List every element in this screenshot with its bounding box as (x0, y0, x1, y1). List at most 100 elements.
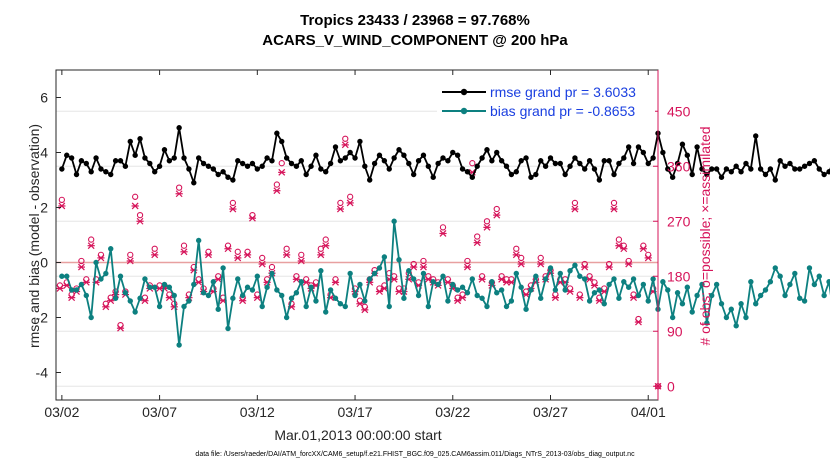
rmse-point (811, 158, 818, 164)
bias-point (200, 290, 207, 296)
rmse-point (464, 169, 471, 175)
rmse-point (772, 177, 778, 183)
bias-point (777, 273, 783, 279)
rmse-point (445, 158, 451, 164)
rmse-point (498, 158, 505, 164)
obs-assimilated-marker (610, 205, 618, 213)
rmse-point (254, 166, 261, 172)
bias-point (64, 273, 70, 279)
rmse-point (367, 177, 373, 183)
obs-assimilated-marker (605, 263, 613, 271)
bias-point (533, 273, 539, 279)
obs-possible-marker (347, 193, 354, 200)
rmse-point (459, 166, 466, 172)
bias-point (528, 287, 534, 293)
rmse-point (572, 155, 578, 161)
rmse-point (797, 166, 803, 172)
obs-assimilated-marker (331, 278, 340, 286)
obs-assimilated-marker (77, 263, 86, 271)
bias-point (816, 273, 822, 279)
y-left-tick-label: 0 (40, 255, 48, 271)
rmse-point (528, 174, 534, 180)
bias-point (699, 281, 705, 288)
rmse-point (274, 130, 280, 136)
obs-assimilated-marker (248, 214, 257, 222)
bias-point (376, 265, 383, 271)
rmse-point (684, 152, 691, 158)
bias-point (704, 320, 710, 326)
y-right-tick-label: 0 (667, 378, 675, 394)
rmse-point (801, 163, 808, 169)
rmse-point (757, 166, 764, 172)
legend-rmse-marker (460, 88, 468, 96)
rmse-point (518, 158, 524, 164)
bias-point (244, 284, 251, 290)
y-right-tick-label: 360 (667, 158, 691, 174)
y-right-tick-label: 270 (667, 213, 691, 229)
rmse-point (577, 160, 583, 167)
rmse-point (718, 174, 725, 180)
obs-assimilated-marker (131, 202, 139, 210)
obs-possible-marker (132, 193, 139, 200)
bias-point (718, 301, 725, 307)
plot-area (56, 70, 658, 400)
rmse-point (596, 177, 603, 183)
obs-assimilated-marker (566, 288, 574, 295)
bias-point (596, 287, 603, 293)
obs-possible-marker (283, 245, 290, 252)
rmse-point (200, 160, 207, 167)
obs-assimilated-marker (346, 199, 354, 207)
bias-point (83, 292, 89, 299)
rmse-point (283, 155, 290, 161)
bias-point (156, 303, 163, 310)
rmse-point (689, 171, 695, 178)
rmse-point (318, 166, 324, 172)
bias-point (567, 268, 573, 274)
rmse-point (117, 158, 124, 164)
data-file-footnote: data file: /Users/raeder/DAI/ATM_forcXX/… (195, 451, 635, 458)
rmse-point (640, 149, 647, 156)
x-axis-label: Mar.01,2013 00:00:00 start (274, 427, 441, 443)
bias-point (137, 295, 143, 301)
obs-assimilated-marker (68, 294, 76, 302)
bias-point (210, 279, 217, 285)
bias-point (787, 281, 793, 288)
obs-assimilated-marker (537, 260, 545, 268)
bias-point (459, 284, 466, 290)
bias-point (689, 309, 695, 315)
bias-point (811, 281, 818, 288)
rmse-point (98, 166, 104, 172)
obs-assimilated-marker (204, 251, 213, 259)
rmse-point (215, 171, 221, 178)
bias-point (557, 270, 563, 277)
rmse-point (625, 144, 632, 150)
bias-point (474, 292, 480, 299)
bias-point (464, 290, 471, 296)
obs-assimilated-marker (253, 294, 261, 302)
obs-assimilated-marker (151, 251, 159, 259)
bias-line (61, 220, 830, 346)
rmse-point (782, 163, 788, 169)
bias-point (586, 298, 593, 304)
bias-point (147, 284, 153, 290)
rmse-point (112, 158, 119, 164)
y-axis-right-label: # of obs: o=possible; ×=assimilated (697, 126, 713, 345)
rmse-point (381, 158, 388, 164)
bias-point (767, 279, 774, 285)
bias-point (435, 281, 441, 288)
rmse-point (137, 136, 143, 142)
bias-point (68, 287, 75, 293)
bias-point (357, 281, 363, 288)
rmse-point (562, 171, 568, 178)
bias-point (410, 276, 417, 282)
obs-assimilated-marker (82, 278, 90, 286)
rmse-point (469, 174, 476, 180)
bias-point (176, 342, 182, 348)
obs-assimilated-marker (322, 242, 330, 250)
rmse-point (376, 152, 383, 158)
obs-assimilated-marker (410, 263, 418, 271)
bias-point (821, 292, 827, 299)
rmse-point (733, 163, 739, 169)
obs-assimilated-marker (551, 294, 559, 302)
